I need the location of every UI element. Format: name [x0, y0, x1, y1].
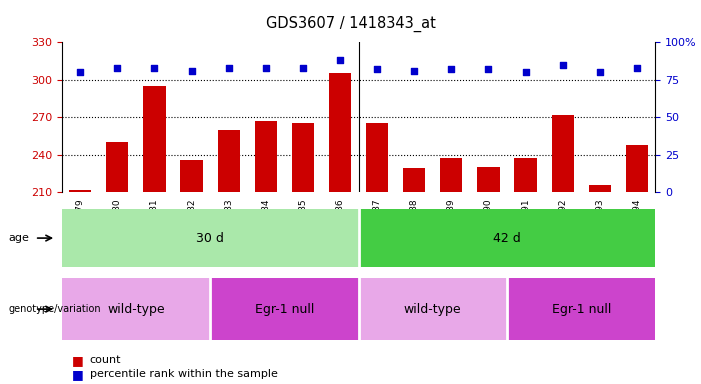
Bar [107, 142, 128, 192]
Text: ■: ■ [72, 354, 84, 367]
Point [260, 65, 271, 71]
Bar [359, 209, 655, 267]
Point [186, 68, 197, 74]
Bar [515, 158, 537, 192]
Point [520, 69, 531, 75]
Bar [589, 185, 611, 192]
Point [74, 69, 86, 75]
Point [223, 65, 234, 71]
Bar [254, 121, 277, 192]
Bar [477, 167, 500, 192]
Text: Egr-1 null: Egr-1 null [254, 303, 314, 316]
Bar [440, 158, 463, 192]
Bar [329, 73, 351, 192]
Text: GDS3607 / 1418343_at: GDS3607 / 1418343_at [266, 15, 435, 31]
Bar [403, 168, 426, 192]
Bar [62, 209, 359, 267]
Text: 30 d: 30 d [196, 232, 224, 245]
Point [483, 66, 494, 72]
Point [557, 62, 569, 68]
Bar [366, 123, 388, 192]
Point [594, 69, 606, 75]
Bar [292, 123, 314, 192]
Bar [507, 278, 655, 340]
Text: wild-type: wild-type [107, 303, 165, 316]
Point [149, 65, 160, 71]
Bar [69, 190, 91, 192]
Point [334, 57, 346, 63]
Point [632, 65, 643, 71]
Bar [210, 278, 359, 340]
Point [297, 65, 308, 71]
Bar [217, 130, 240, 192]
Text: percentile rank within the sample: percentile rank within the sample [90, 369, 278, 379]
Text: count: count [90, 355, 121, 365]
Text: ■: ■ [72, 368, 84, 381]
Text: wild-type: wild-type [404, 303, 461, 316]
Point [372, 66, 383, 72]
Bar [552, 115, 574, 192]
Point [111, 65, 123, 71]
Text: age: age [8, 233, 29, 243]
Point [409, 68, 420, 74]
Bar [180, 160, 203, 192]
Bar [143, 86, 165, 192]
Text: genotype/variation: genotype/variation [8, 304, 101, 314]
Text: Egr-1 null: Egr-1 null [552, 303, 611, 316]
Point [446, 66, 457, 72]
Text: 42 d: 42 d [493, 232, 521, 245]
Bar [626, 145, 648, 192]
Bar [62, 278, 210, 340]
Bar [359, 278, 507, 340]
